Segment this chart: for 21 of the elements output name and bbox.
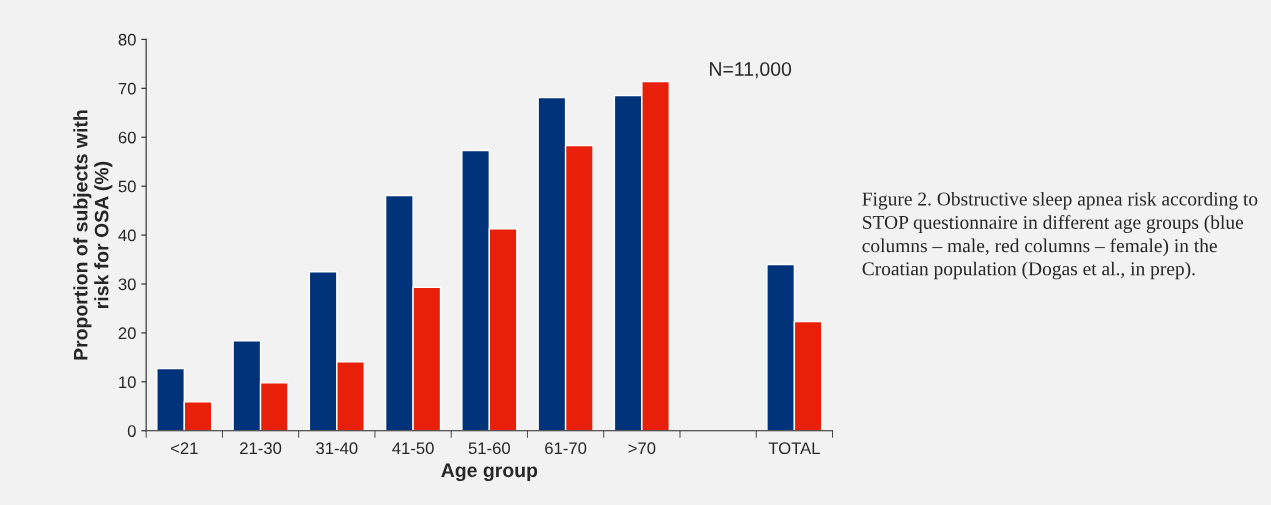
caption: Figure 2. Obstructive sleep apnea risk according to STOP questionnaire in different age groups (blue columns – male, red columns – female) in the Croatian population (Dogas et al., in prep). (862, 191, 1258, 280)
y-tick-label: 20 (118, 327, 136, 340)
y-tick-label: 80 (118, 33, 136, 46)
y-tick-label: 70 (118, 82, 136, 95)
y-axis-title: Proportion of subjects with risk for OSA (%) (73, 110, 113, 360)
x-tick-label: 51-60 (468, 442, 510, 455)
y-tick-label: 40 (118, 229, 136, 242)
x-tick-label: 31-40 (316, 442, 358, 455)
annotation: N=11,000 (710, 62, 792, 79)
x-tick-label: <21 (170, 442, 198, 454)
x-tick-label: 41-50 (392, 442, 434, 455)
y-tick-label: 60 (118, 131, 136, 144)
x-tick-label: >70 (628, 442, 656, 455)
y-tick-label: 10 (119, 376, 136, 389)
x-tick-label: TOTAL (768, 442, 820, 455)
x-axis-title: Age group (441, 463, 538, 482)
y-tick-label: 50 (118, 180, 136, 193)
x-tick-label: 61-70 (545, 442, 587, 455)
y-tick-label: 0 (127, 425, 136, 437)
y-tick-label: 30 (118, 278, 136, 291)
x-tick-label: 21-30 (240, 442, 282, 455)
